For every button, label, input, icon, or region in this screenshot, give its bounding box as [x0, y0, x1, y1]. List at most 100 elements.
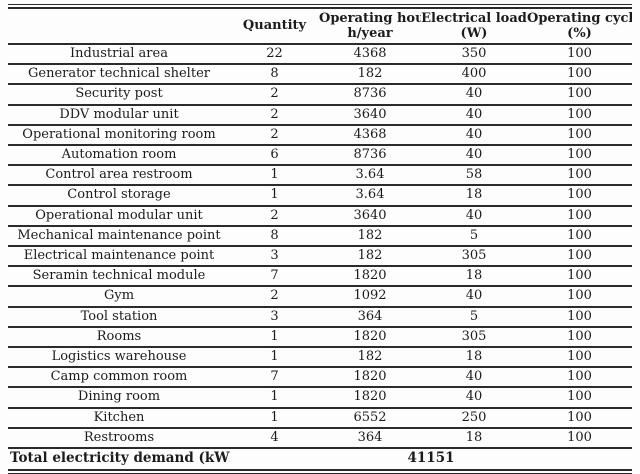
electrical-load-cell: 5 [421, 225, 527, 248]
electrical-load-cell: 40 [421, 84, 527, 106]
table-row: Operational modular unit 2 3640 40 100 [8, 205, 632, 227]
table-row: Mechanical maintenance point 8 182 5 100 [8, 225, 632, 248]
row-label: Control area restroom [8, 165, 230, 187]
operating-hours-cell: 4368 [319, 44, 421, 66]
table-row: Dining room 1 1820 40 100 [8, 387, 632, 409]
operating-cycle-cell: 100 [527, 306, 632, 328]
electrical-load-cell: 18 [421, 266, 527, 288]
row-label: Electrical maintenance point [8, 246, 230, 268]
header-electrical-load-unit: (W) [460, 25, 488, 41]
operating-cycle-cell: 100 [527, 104, 632, 126]
electrical-load-cell: 305 [421, 246, 527, 268]
operating-hours-cell: 182 [319, 347, 421, 369]
header-operating-cycle-label: Operating cycle [527, 11, 632, 26]
demand-table: Quantity Operating hoursh/year Electrica… [8, 9, 632, 469]
table-row: Camp common room 7 1820 40 100 [8, 367, 632, 389]
row-label: Rooms [8, 326, 230, 349]
electrical-load-cell: 40 [421, 104, 527, 126]
table-row: Tool station 3 364 5 100 [8, 306, 632, 328]
row-label: Industrial area [8, 44, 230, 66]
header-electrical-load-label: Electrical load [421, 11, 527, 26]
quantity-cell: 2 [230, 286, 319, 308]
operating-cycle-cell: 100 [527, 427, 632, 450]
table-row: Electrical maintenance point 3 182 305 1… [8, 246, 632, 268]
table-row: Operational monitoring room 2 4368 40 10… [8, 124, 632, 147]
operating-hours-cell: 364 [319, 427, 421, 450]
header-quantity: Quantity [230, 9, 319, 45]
operating-cycle-cell: 100 [527, 225, 632, 248]
quantity-cell: 22 [230, 44, 319, 66]
header-electrical-load: Electrical load (W) [421, 9, 527, 45]
table-row: Seramin technical module 7 1820 18 100 [8, 266, 632, 288]
quantity-cell: 3 [230, 246, 319, 268]
electrical-load-cell: 305 [421, 326, 527, 349]
operating-hours-cell: 182 [319, 225, 421, 248]
operating-cycle-cell: 100 [527, 165, 632, 187]
row-label: Control storage [8, 185, 230, 207]
quantity-cell: 4 [230, 427, 319, 450]
operating-hours-cell: 6552 [319, 407, 421, 429]
operating-hours-cell: 8736 [319, 84, 421, 106]
operating-hours-cell: 1820 [319, 326, 421, 349]
electrical-load-cell: 18 [421, 347, 527, 369]
operating-cycle-cell: 100 [527, 286, 632, 308]
operating-hours-cell: 1092 [319, 286, 421, 308]
quantity-cell: 7 [230, 266, 319, 288]
table-row: Automation room 6 8736 40 100 [8, 145, 632, 167]
header-empty-cell [8, 9, 230, 45]
quantity-cell: 2 [230, 205, 319, 227]
quantity-cell: 1 [230, 407, 319, 429]
electrical-load-cell: 40 [421, 367, 527, 389]
operating-cycle-cell: 100 [527, 246, 632, 268]
electrical-load-cell: 5 [421, 306, 527, 328]
operating-hours-cell: 4368 [319, 124, 421, 147]
operating-cycle-cell: 100 [527, 64, 632, 86]
total-row: Total electricity demand (kWh/year) 4115… [8, 448, 632, 469]
quantity-cell: 1 [230, 326, 319, 349]
operating-hours-cell: 8736 [319, 145, 421, 167]
table-row: Kitchen 1 6552 250 100 [8, 407, 632, 429]
total-label: Total electricity demand (kWh/year) [10, 450, 230, 467]
operating-cycle-cell: 100 [527, 266, 632, 288]
row-label: Tool station [8, 306, 230, 328]
operating-cycle-cell: 100 [527, 84, 632, 106]
electrical-load-cell: 40 [421, 286, 527, 308]
operating-hours-cell: 3.64 [319, 165, 421, 187]
electrical-load-cell: 18 [421, 185, 527, 207]
header-row: Quantity Operating hoursh/year Electrica… [8, 9, 632, 45]
table-row: Control storage 1 3.64 18 100 [8, 185, 632, 207]
quantity-cell: 1 [230, 185, 319, 207]
table-row: Restrooms 4 364 18 100 [8, 427, 632, 450]
quantity-cell: 1 [230, 165, 319, 187]
quantity-cell: 6 [230, 145, 319, 167]
row-label: DDV modular unit [8, 104, 230, 126]
operating-cycle-cell: 100 [527, 347, 632, 369]
operating-hours-cell: 3.64 [319, 185, 421, 207]
header-operating-cycle: Operating cycle (%) [527, 9, 632, 45]
row-label: Camp common room [8, 367, 230, 389]
quantity-cell: 2 [230, 84, 319, 106]
operating-cycle-cell: 100 [527, 326, 632, 349]
quantity-cell: 2 [230, 124, 319, 147]
quantity-cell: 7 [230, 367, 319, 389]
table-row: Generator technical shelter 8 182 400 10… [8, 64, 632, 86]
row-label: Kitchen [8, 407, 230, 429]
operating-hours-cell: 182 [319, 246, 421, 268]
total-value: 41151 [407, 450, 455, 467]
electrical-load-cell: 40 [421, 145, 527, 167]
table-row: Control area restroom 1 3.64 58 100 [8, 165, 632, 187]
header-quantity-label: Quantity [242, 18, 307, 34]
table-row: Gym 2 1092 40 100 [8, 286, 632, 308]
row-label: Restrooms [8, 427, 230, 450]
operating-cycle-cell: 100 [527, 387, 632, 409]
electrical-load-cell: 40 [421, 387, 527, 409]
operating-hours-cell: 182 [319, 64, 421, 86]
operating-cycle-cell: 100 [527, 185, 632, 207]
operating-cycle-cell: 100 [527, 44, 632, 66]
table-row: Security post 2 8736 40 100 [8, 84, 632, 106]
row-label: Mechanical maintenance point [8, 225, 230, 248]
row-label: Seramin technical module [8, 266, 230, 288]
operating-cycle-cell: 100 [527, 124, 632, 147]
header-operating-hours-unit: h/year [347, 25, 393, 41]
row-label: Generator technical shelter [8, 64, 230, 86]
